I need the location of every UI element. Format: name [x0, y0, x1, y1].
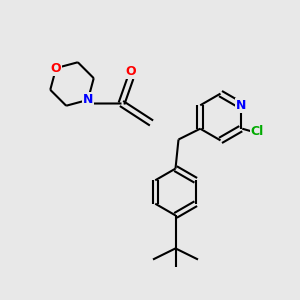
- Text: Cl: Cl: [250, 125, 264, 138]
- Text: N: N: [83, 93, 93, 106]
- Text: O: O: [51, 61, 62, 75]
- Text: O: O: [125, 65, 136, 79]
- Text: N: N: [236, 99, 246, 112]
